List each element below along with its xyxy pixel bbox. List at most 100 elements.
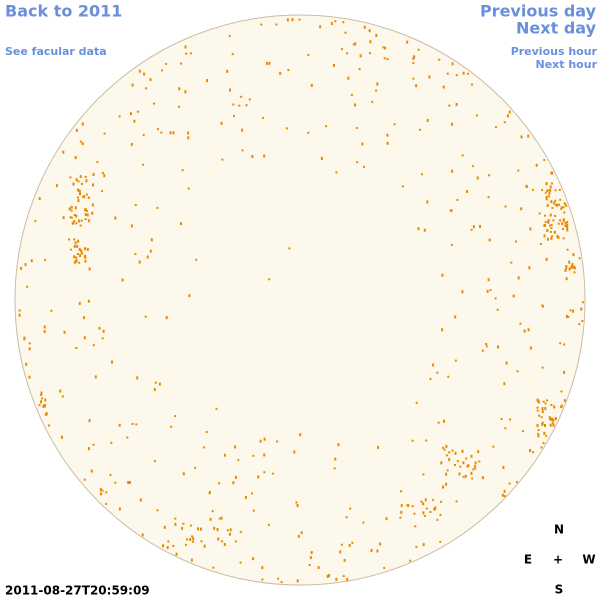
previous-hour-link[interactable]: Previous hour: [511, 45, 598, 58]
facula: [442, 485, 444, 489]
facula: [276, 440, 279, 443]
facula: [541, 421, 544, 425]
facula: [549, 230, 552, 233]
facula: [443, 448, 446, 451]
facula: [271, 472, 274, 475]
facula: [228, 532, 231, 536]
facula: [200, 540, 203, 543]
facula: [328, 574, 331, 577]
facula: [537, 429, 540, 432]
facula: [440, 500, 443, 503]
facula: [466, 465, 469, 468]
facula: [556, 203, 559, 207]
facula: [485, 343, 488, 345]
facula: [445, 472, 448, 476]
facula: [181, 526, 184, 530]
facula: [432, 363, 435, 367]
facula: [582, 301, 584, 304]
facula: [386, 141, 389, 145]
facula: [195, 258, 198, 261]
facula: [504, 427, 507, 430]
facula: [554, 215, 557, 217]
facular-link[interactable]: See facular data: [5, 45, 107, 58]
facula: [454, 464, 456, 466]
facula: [354, 42, 357, 46]
facula: [442, 446, 445, 449]
facula: [85, 179, 88, 183]
facula: [150, 238, 153, 242]
facula: [75, 222, 78, 225]
facula: [478, 460, 481, 463]
facula: [78, 247, 81, 251]
facula: [547, 237, 549, 241]
next-hour-link[interactable]: Next hour: [536, 58, 598, 71]
facula: [189, 524, 192, 527]
facula: [346, 578, 349, 582]
facula: [544, 424, 546, 427]
facula: [505, 361, 508, 365]
facula: [546, 204, 549, 207]
facula: [172, 544, 175, 547]
facula: [105, 491, 108, 494]
facula: [567, 315, 570, 318]
facula: [561, 228, 564, 230]
facula: [464, 474, 467, 478]
facula: [191, 540, 194, 543]
facula: [549, 188, 552, 192]
facula: [526, 185, 529, 188]
facula: [40, 391, 43, 395]
facula: [466, 72, 469, 75]
facula: [363, 25, 366, 29]
facula: [28, 347, 31, 351]
facula: [475, 114, 478, 117]
facula: [74, 206, 77, 210]
back-link[interactable]: Back to 2011: [5, 2, 122, 21]
facula: [69, 216, 72, 219]
facula: [543, 234, 546, 238]
facula: [69, 176, 72, 179]
compass-south: S: [555, 583, 564, 597]
facula: [566, 228, 569, 232]
facula: [187, 187, 190, 190]
facula: [185, 543, 187, 546]
facula: [279, 71, 282, 75]
facula: [188, 294, 191, 298]
facula: [448, 104, 451, 107]
facula: [550, 200, 553, 204]
facula: [197, 527, 199, 531]
facula: [138, 260, 141, 264]
facula: [77, 196, 79, 199]
facula: [471, 83, 473, 86]
facula: [529, 227, 532, 231]
facula: [172, 131, 175, 135]
facula: [103, 174, 106, 178]
facula: [110, 441, 113, 444]
next-day-link[interactable]: Next day: [516, 19, 597, 38]
facula: [261, 578, 264, 581]
facula: [76, 244, 79, 248]
facula: [424, 498, 427, 502]
facula: [451, 62, 454, 66]
facula: [520, 135, 523, 139]
facula: [546, 399, 549, 402]
facula: [45, 412, 48, 416]
facula: [573, 271, 576, 274]
facula: [203, 544, 206, 548]
facula: [354, 103, 357, 107]
facula: [241, 149, 244, 152]
facula: [266, 61, 268, 65]
facula: [411, 439, 414, 442]
facula: [84, 259, 87, 263]
facula: [545, 257, 548, 261]
facula: [537, 432, 540, 435]
facula: [565, 265, 568, 268]
facula: [560, 390, 563, 393]
facula: [578, 323, 581, 326]
facula: [81, 252, 83, 255]
facula: [423, 228, 426, 232]
previous-day-link[interactable]: Previous day: [480, 2, 597, 21]
facula: [263, 437, 266, 441]
facula: [429, 377, 432, 380]
facula: [295, 501, 298, 504]
facula: [375, 34, 378, 37]
